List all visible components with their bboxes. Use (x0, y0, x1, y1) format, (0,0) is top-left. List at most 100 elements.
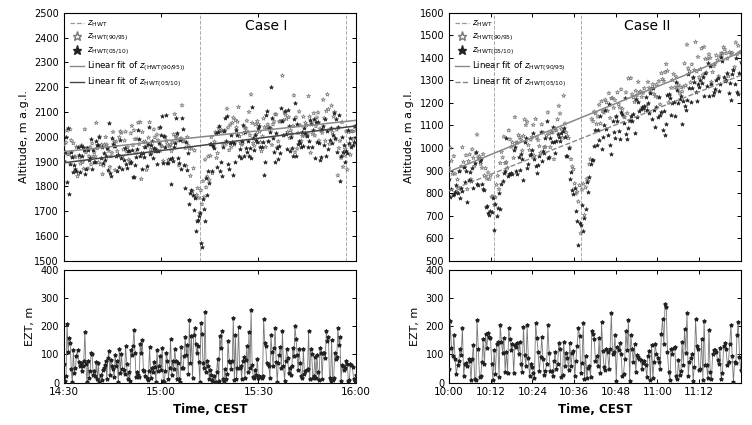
Point (498, 133, 510, 140)
Point (544, 144, 556, 150)
Point (549, 348, 561, 355)
Point (177, 365, 190, 371)
Point (311, 114, 323, 121)
Point (100, 153, 112, 159)
Point (89, 159, 102, 166)
Point (235, 142, 247, 148)
Point (648, 107, 660, 113)
Point (684, 359, 696, 366)
Point (66, 154, 78, 161)
Point (720, 50, 732, 57)
Point (575, 369, 587, 376)
Point (590, 127, 602, 133)
Point (578, 228, 590, 235)
Point (490, 212, 502, 219)
Point (74, 154, 86, 161)
Point (535, 354, 547, 360)
Point (309, 155, 321, 162)
Point (331, 126, 343, 133)
Point (156, 112, 168, 119)
Point (572, 325, 584, 332)
Point (632, 354, 644, 361)
Point (598, 122, 610, 128)
Point (459, 164, 471, 171)
Point (77, 363, 89, 369)
Point (517, 324, 529, 331)
Point (621, 347, 633, 354)
Point (213, 125, 225, 131)
Point (586, 328, 598, 334)
Point (282, 354, 294, 361)
Point (245, 91, 257, 98)
Point (299, 133, 311, 139)
Point (474, 153, 486, 160)
Point (285, 371, 297, 378)
Point (455, 163, 467, 170)
Point (206, 170, 218, 176)
Point (552, 361, 564, 368)
Point (613, 346, 625, 353)
Point (216, 327, 228, 334)
Point (535, 157, 547, 164)
Point (556, 371, 569, 378)
Point (219, 115, 231, 122)
Point (229, 141, 241, 148)
Point (285, 127, 297, 134)
Point (141, 167, 153, 173)
Point (641, 374, 653, 381)
Point (287, 153, 299, 159)
Point (61, 127, 73, 134)
Point (455, 185, 467, 192)
Point (702, 374, 714, 381)
Point (723, 73, 735, 79)
Point (623, 118, 635, 125)
Point (146, 365, 158, 371)
Point (558, 125, 570, 132)
Point (305, 120, 317, 127)
Point (69, 166, 81, 173)
Point (232, 323, 244, 330)
Point (183, 317, 196, 323)
Point (629, 369, 641, 376)
Point (582, 365, 594, 371)
Point (331, 354, 343, 360)
Point (229, 377, 241, 384)
Point (460, 152, 472, 159)
Point (272, 155, 284, 162)
Point (241, 149, 253, 156)
Point (96, 142, 108, 148)
Point (449, 170, 461, 177)
Point (268, 345, 280, 351)
Point (447, 352, 459, 359)
Point (494, 322, 506, 329)
Point (447, 170, 459, 177)
Point (680, 106, 692, 113)
Point (318, 115, 330, 122)
Point (247, 135, 259, 142)
Point (234, 133, 246, 139)
Point (309, 132, 321, 139)
Point (693, 367, 705, 374)
Point (331, 148, 343, 155)
Point (487, 377, 499, 384)
Point (230, 124, 242, 131)
Point (576, 186, 588, 193)
Point (77, 165, 89, 172)
Point (571, 343, 583, 349)
Point (558, 92, 570, 99)
Point (123, 156, 135, 163)
Point (138, 144, 150, 150)
Point (335, 155, 347, 162)
Point (641, 107, 653, 113)
Point (249, 367, 261, 374)
Point (157, 377, 169, 384)
Point (197, 359, 209, 366)
Point (458, 164, 470, 170)
Point (114, 136, 126, 143)
Point (80, 149, 92, 156)
Point (462, 356, 475, 363)
Point (283, 114, 295, 121)
Point (256, 373, 268, 380)
Point (195, 239, 207, 246)
Point (505, 346, 517, 353)
